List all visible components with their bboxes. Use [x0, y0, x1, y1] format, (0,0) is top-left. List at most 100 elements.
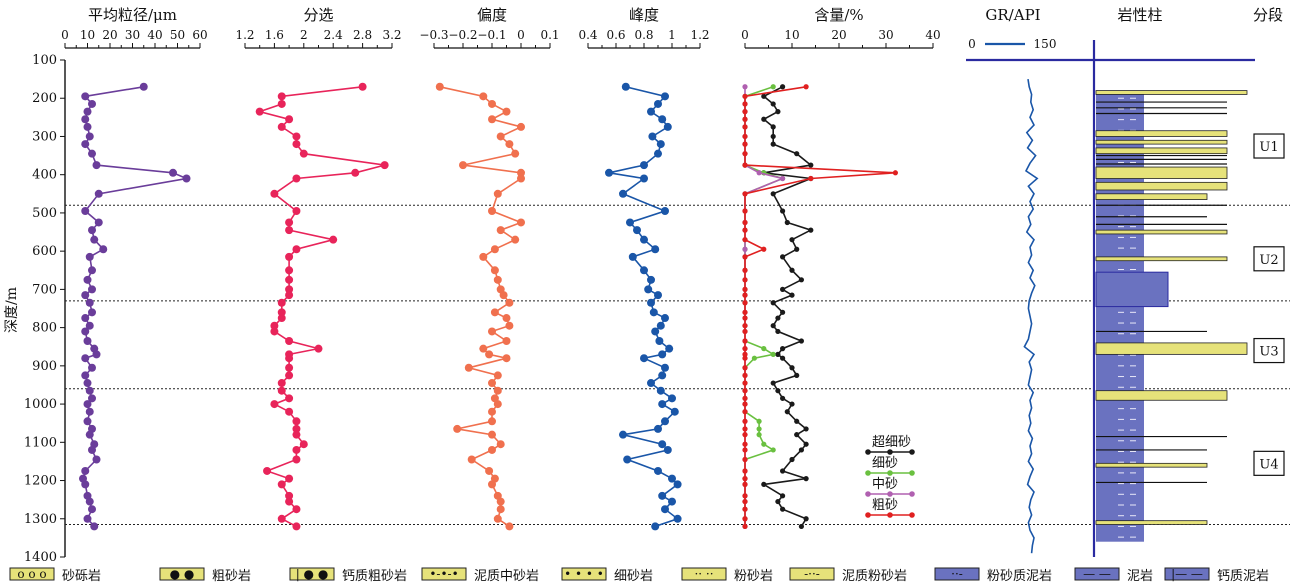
data-point	[794, 418, 800, 424]
depth-axis-title: 深度/m	[4, 287, 20, 333]
data-point	[270, 321, 279, 330]
data-point	[780, 175, 786, 182]
data-point	[85, 386, 94, 395]
data-point	[770, 84, 776, 90]
panel-title: 偏度	[477, 6, 507, 24]
depth-tick-label: 900	[32, 359, 57, 374]
data-point	[81, 92, 90, 101]
data-point	[658, 371, 667, 380]
data-point	[742, 141, 748, 147]
data-point	[742, 323, 748, 329]
data-point	[88, 363, 96, 372]
data-point	[285, 226, 294, 235]
segment-label: U1	[1259, 140, 1278, 155]
segments-title: 分段	[1253, 6, 1283, 24]
data-point	[742, 365, 748, 371]
data-point	[756, 418, 762, 424]
data-point	[435, 82, 444, 91]
data-point	[770, 323, 776, 329]
data-point	[770, 380, 776, 386]
data-point	[775, 388, 781, 394]
data-point	[99, 245, 108, 254]
data-point	[292, 424, 301, 433]
data-point	[665, 344, 674, 353]
data-point	[673, 514, 682, 523]
legend-series-name: 超细砂	[872, 435, 911, 450]
data-point	[761, 481, 767, 487]
data-point	[488, 379, 496, 388]
data-point	[511, 235, 520, 244]
data-point	[94, 189, 103, 198]
data-point	[654, 424, 662, 433]
depth-tick-label: 200	[32, 91, 57, 106]
data-point	[81, 314, 90, 323]
legend-swatch-pattern: o o o	[17, 567, 46, 581]
data-point	[663, 122, 672, 131]
panel-tick-label: 10	[784, 28, 799, 42]
legend-label: 钙质粗砂岩	[342, 569, 407, 584]
panel-tick-label: 1.2	[235, 28, 254, 42]
data-point	[668, 394, 676, 403]
data-point	[85, 407, 94, 416]
legend-swatch-pattern: ··-	[951, 567, 963, 581]
data-point	[775, 351, 781, 357]
data-point	[88, 394, 96, 403]
data-point	[656, 386, 665, 395]
data-point	[770, 447, 776, 453]
data-point	[658, 115, 667, 124]
data-point	[358, 82, 367, 91]
panel-tick-label: 0.6	[606, 28, 625, 42]
data-point	[654, 99, 662, 108]
data-point	[83, 275, 92, 284]
legend-swatch	[1164, 567, 1210, 581]
legend-swatch	[421, 567, 467, 581]
data-point	[644, 285, 653, 294]
data-point	[780, 468, 786, 474]
legend-swatch	[561, 567, 607, 581]
sandstone-bed	[1095, 342, 1248, 355]
data-point	[756, 170, 762, 176]
data-point	[742, 227, 748, 233]
data-point	[742, 151, 748, 157]
panel-tick-label: 3.2	[382, 28, 401, 42]
data-point	[83, 122, 92, 131]
data-point	[742, 432, 748, 438]
data-point	[742, 351, 748, 357]
data-point	[270, 189, 279, 198]
data-point	[789, 237, 795, 243]
data-point	[81, 140, 90, 149]
legend-swatch	[289, 567, 335, 581]
depth-tick-label: 700	[32, 282, 57, 297]
data-point	[351, 168, 360, 177]
series-line	[256, 86, 385, 528]
data-point	[85, 430, 94, 439]
data-point	[277, 514, 286, 523]
depth-tick-label: 400	[32, 168, 57, 183]
series-line	[761, 86, 814, 527]
data-point	[605, 168, 613, 177]
gr-scale-min: 0	[968, 37, 976, 51]
legend-marker	[865, 512, 871, 518]
data-point	[488, 327, 496, 336]
data-point	[292, 445, 301, 454]
gr-curve	[1023, 78, 1039, 554]
data-point	[502, 107, 511, 116]
legend-marker	[865, 449, 871, 455]
data-point	[794, 372, 800, 379]
depth-axis: 100 200 300 400 500 600 700 800 900 1000 1100 1200 1…	[24, 53, 66, 565]
sandstone-bed	[1095, 90, 1248, 95]
data-point	[263, 466, 272, 475]
data-point	[803, 516, 809, 522]
data-point	[499, 291, 508, 300]
panel-1: 平均粒径/μm 0 10 20 30 40 50 60	[61, 6, 208, 531]
data-point	[742, 506, 748, 512]
legend-swatch	[681, 567, 727, 581]
data-point	[742, 246, 748, 252]
data-point	[85, 298, 94, 307]
data-point	[780, 506, 786, 512]
data-point	[83, 379, 92, 388]
data-point	[83, 107, 92, 116]
data-point	[88, 285, 96, 294]
data-point	[292, 207, 301, 216]
data-point	[784, 409, 790, 415]
